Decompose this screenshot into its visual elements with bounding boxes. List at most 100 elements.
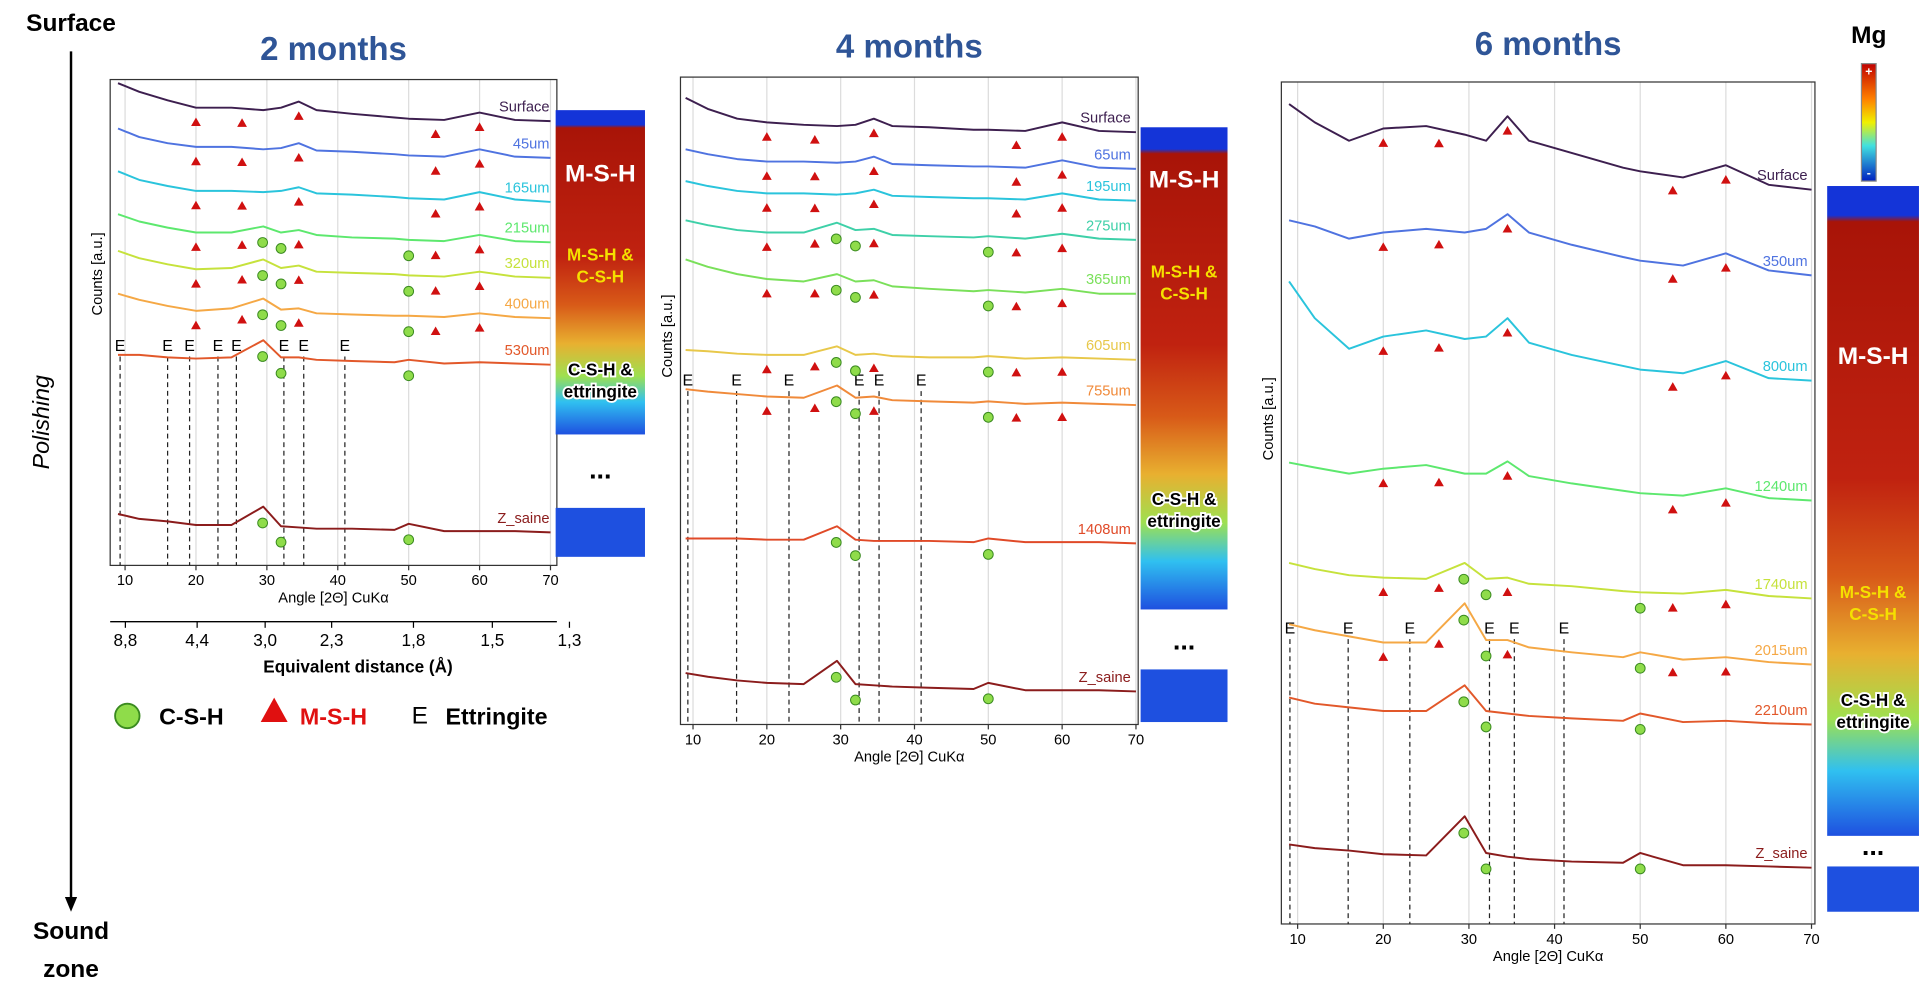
map-label: M-S-H & [1151, 261, 1218, 281]
msh-marker [293, 152, 304, 162]
csh-marker [982, 366, 994, 378]
arrow-head [64, 897, 78, 912]
csh-marker [830, 396, 842, 408]
msh-marker [1057, 203, 1068, 212]
msh-marker [761, 132, 772, 141]
x-tick-label: 30 [833, 732, 849, 748]
map-label: C-S-H & [1841, 690, 1906, 710]
msh-marker [1378, 652, 1389, 661]
trace-label: 65um [1094, 147, 1131, 163]
csh-marker [850, 408, 861, 420]
trace [685, 258, 1136, 295]
ettringite-symbol: E [683, 373, 694, 390]
x-tick-label: 70 [1803, 932, 1819, 948]
x-tick-label: 10 [685, 732, 701, 748]
csh-marker [403, 285, 415, 297]
csh-marker [1458, 614, 1470, 626]
msh-marker [1720, 370, 1731, 380]
legend-label: M-S-H [300, 704, 367, 730]
msh-marker [430, 166, 441, 175]
mg-map-small [1140, 669, 1228, 723]
msh-marker [1667, 504, 1678, 514]
trace-label: 45um [513, 136, 550, 152]
ettringite-symbol: E [298, 338, 309, 355]
ettringite-symbol: E [916, 373, 927, 390]
csh-marker [403, 326, 415, 338]
msh-marker [1378, 478, 1389, 488]
msh-marker [1667, 603, 1678, 612]
msh-marker [1434, 239, 1444, 249]
msh-marker [1378, 242, 1389, 251]
map-label: ettringite [564, 381, 637, 401]
ettringite-symbol: E [213, 338, 224, 355]
msh-marker [474, 159, 485, 168]
msh-marker [1057, 298, 1068, 308]
msh-marker [761, 203, 772, 212]
map-label: M-S-H & [1840, 582, 1907, 602]
ettringite-symbol: E [184, 338, 195, 355]
msh-marker [809, 239, 820, 248]
msh-marker [868, 238, 879, 248]
msh-marker [1720, 599, 1731, 609]
msh-marker [1667, 185, 1678, 195]
trace [117, 292, 551, 320]
msh-marker [1720, 175, 1731, 184]
x-tick-label: 40 [330, 573, 346, 589]
ettringite-symbol: E [1509, 620, 1520, 637]
csh-marker [1480, 589, 1492, 601]
trace-label: 1408um [1078, 522, 1131, 538]
ettringite-symbol: E [731, 373, 742, 390]
trace-label: 215um [505, 221, 550, 237]
msh-marker [191, 117, 201, 127]
msh-marker [430, 326, 441, 336]
msh-marker [237, 118, 247, 127]
trace [1288, 213, 1812, 277]
csh-marker [1458, 696, 1470, 708]
msh-marker [430, 250, 441, 260]
csh-marker [850, 550, 861, 561]
msh-marker [761, 288, 772, 298]
trace-label: Surface [1757, 168, 1808, 184]
trace-label: 320um [505, 256, 550, 272]
ettringite-symbol: E [784, 373, 795, 390]
trace-label: 195um [1086, 179, 1131, 195]
x-tick-label: 10 [117, 573, 133, 589]
msh-marker [809, 203, 820, 213]
csh-marker [275, 243, 287, 254]
ettringite-symbol: E [1559, 620, 1570, 637]
msh-marker [1720, 263, 1731, 272]
csh-marker [1634, 662, 1646, 674]
msh-marker [1057, 412, 1068, 421]
msh-marker [1502, 587, 1513, 596]
msh-marker [430, 129, 441, 138]
trace [685, 659, 1137, 693]
csh-marker [1458, 827, 1470, 839]
ellipsis: ... [1173, 626, 1195, 656]
trace [1288, 280, 1812, 382]
trace-label: Z_saine [497, 511, 549, 527]
csh-marker [1634, 724, 1646, 735]
msh-marker [474, 244, 485, 254]
csh-marker [257, 517, 269, 529]
ettringite-symbol: E [162, 338, 173, 355]
map-label: M-S-H [1149, 167, 1220, 194]
y-axis-label: Counts [a.u.] [90, 232, 106, 315]
x-tick-label: 20 [759, 732, 775, 748]
msh-marker [191, 320, 201, 330]
trace-label: Surface [499, 100, 550, 116]
plot-frame [679, 76, 1139, 726]
csh-marker [403, 250, 415, 262]
msh-marker [868, 406, 879, 415]
trace [1288, 602, 1812, 666]
msh-marker [761, 171, 772, 180]
csh-marker [830, 671, 842, 683]
x-tick-label: 30 [259, 573, 275, 589]
msh-marker [293, 111, 304, 120]
x-tick-label: 50 [980, 732, 996, 748]
trace [1288, 460, 1812, 502]
msh-marker [868, 128, 879, 138]
msh-marker [1011, 140, 1022, 150]
csh-marker [1458, 573, 1470, 585]
side-middle: Polishing [28, 375, 54, 469]
msh-marker [809, 135, 820, 144]
